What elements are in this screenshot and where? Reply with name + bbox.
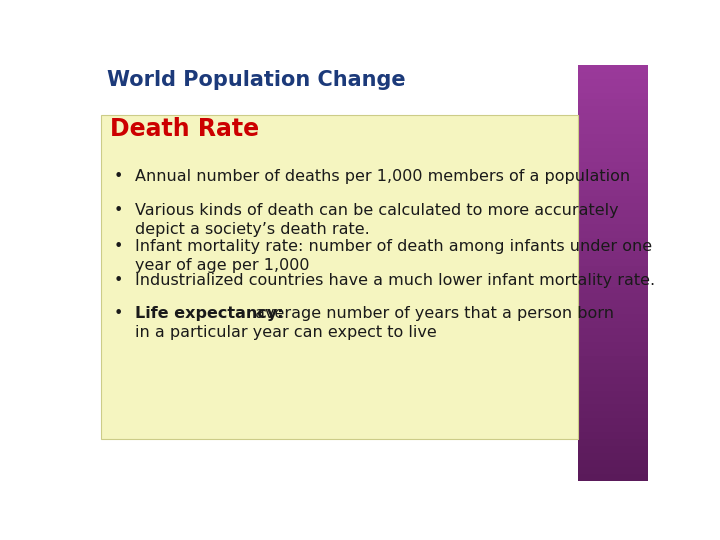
Bar (578, 127, 648, 134)
Bar (578, 287, 648, 294)
Bar (578, 120, 648, 127)
Bar (578, 446, 648, 453)
Bar (578, 467, 648, 474)
Text: depict a society’s death rate.: depict a society’s death rate. (135, 222, 369, 238)
Bar (578, 266, 648, 273)
Text: year of age per 1,000: year of age per 1,000 (135, 258, 309, 273)
Bar (578, 397, 648, 404)
Bar (578, 342, 648, 349)
Bar (578, 390, 648, 397)
Bar (578, 453, 648, 460)
Bar (578, 162, 648, 168)
Bar (578, 432, 648, 439)
Bar (578, 383, 648, 390)
Bar (578, 259, 648, 266)
Bar (578, 155, 648, 162)
Bar (578, 349, 648, 356)
Bar (578, 141, 648, 148)
Bar (578, 377, 648, 383)
Text: Life expectancy:: Life expectancy: (135, 306, 283, 321)
Bar (578, 356, 648, 363)
Bar (578, 217, 648, 224)
Bar (578, 106, 648, 113)
Bar (578, 99, 648, 106)
Text: Annual number of deaths per 1,000 members of a population: Annual number of deaths per 1,000 member… (135, 168, 630, 184)
Bar (578, 176, 648, 183)
Bar (578, 79, 648, 85)
Bar (578, 190, 648, 197)
Bar (578, 197, 648, 204)
Bar (578, 328, 648, 335)
Text: Death Rate: Death Rate (109, 117, 258, 141)
Bar (578, 411, 648, 418)
Bar (578, 418, 648, 425)
Text: •: • (114, 273, 123, 288)
Bar (578, 224, 648, 231)
Bar (578, 65, 648, 72)
Bar (578, 314, 648, 321)
Bar (578, 307, 648, 314)
Text: Infant mortality rate: number of death among infants under one: Infant mortality rate: number of death a… (135, 239, 652, 254)
Bar (578, 404, 648, 411)
Bar (578, 113, 648, 120)
Bar (578, 231, 648, 238)
Bar (578, 321, 648, 328)
Bar (578, 204, 648, 210)
Bar (578, 211, 648, 217)
Text: •: • (114, 306, 123, 321)
Bar (578, 273, 648, 280)
Bar (578, 252, 648, 259)
FancyBboxPatch shape (101, 114, 578, 439)
Bar (578, 169, 648, 176)
Bar (578, 425, 648, 432)
Text: in a particular year can expect to live: in a particular year can expect to live (135, 325, 436, 340)
Bar (578, 300, 648, 307)
Text: World Population Change: World Population Change (107, 70, 405, 90)
Bar (578, 280, 648, 287)
Bar (578, 363, 648, 370)
Bar (578, 335, 648, 342)
Bar (578, 460, 648, 467)
Text: Industrialized countries have a much lower infant mortality rate.: Industrialized countries have a much low… (135, 273, 654, 288)
Text: •: • (114, 168, 123, 184)
Bar (578, 474, 648, 481)
Text: Various kinds of death can be calculated to more accurately: Various kinds of death can be calculated… (135, 203, 618, 218)
Bar (578, 134, 648, 141)
Text: •: • (114, 239, 123, 254)
Bar (578, 294, 648, 300)
Bar (578, 92, 648, 99)
Bar (578, 245, 648, 252)
Bar (578, 183, 648, 190)
Bar (578, 148, 648, 155)
Bar (578, 370, 648, 377)
Bar (578, 238, 648, 245)
Bar (578, 72, 648, 79)
Bar (578, 85, 648, 92)
Bar (578, 439, 648, 446)
Text: average number of years that a person born: average number of years that a person bo… (250, 306, 614, 321)
Text: •: • (114, 203, 123, 218)
